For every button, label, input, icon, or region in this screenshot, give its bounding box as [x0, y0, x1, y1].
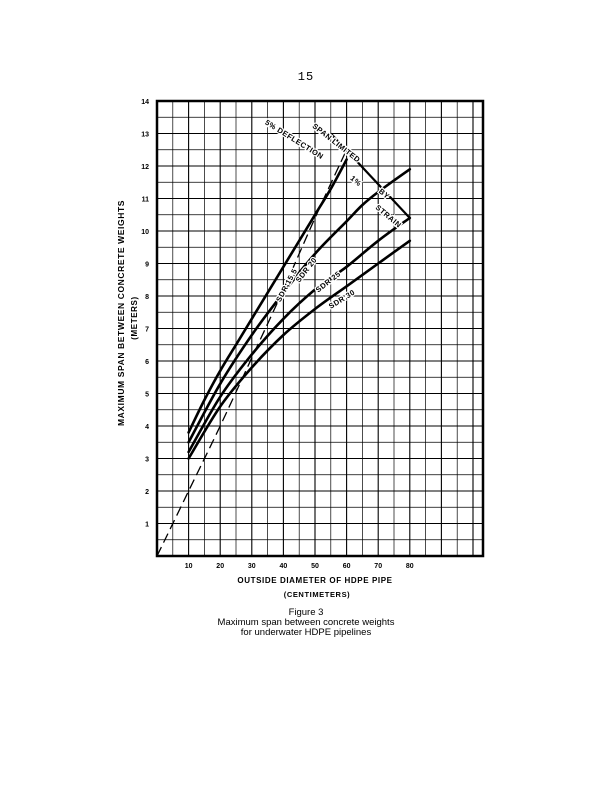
y-axis-label: MAXIMUM SPAN BETWEEN CONCRETE WEIGHTS: [116, 200, 126, 426]
figure-caption-line-1: Maximum span between concrete weights: [217, 617, 395, 628]
annotation-strain-label-3: 1%: [348, 174, 363, 189]
series-label-1: SDR 15.5: [274, 267, 299, 303]
chart-series: [187, 158, 412, 460]
series-label-3: SDR 25: [314, 269, 343, 294]
series-line-4: [187, 239, 412, 460]
series-line-3: [187, 216, 412, 454]
y-axis-units: (METERS): [130, 296, 139, 339]
x-tick-label: 30: [248, 563, 256, 570]
x-tick-label: 40: [280, 563, 288, 570]
plot-frame: [155, 99, 485, 558]
y-tick-label: 13: [141, 132, 149, 139]
y-tick-label: 9: [145, 262, 149, 269]
y-tick-label: 3: [145, 457, 149, 464]
figure-label: Figure 3: [288, 607, 324, 618]
x-tick-labels: 10 20 30 40 50 60 70 80: [185, 563, 414, 570]
y-tick-label: 10: [141, 229, 149, 236]
y-tick-label: 6: [145, 359, 149, 366]
chart-grid: [157, 101, 483, 556]
x-axis-label: OUTSIDE DIAMETER OF HDPE PIPE: [237, 576, 392, 585]
x-tick-label: 20: [216, 563, 224, 570]
y-tick-label: 5: [145, 392, 149, 399]
limit-line-1: [156, 149, 348, 557]
limit-line-2: [329, 132, 411, 219]
x-tick-label: 70: [374, 563, 382, 570]
x-axis-units: (CENTIMETERS): [284, 590, 351, 599]
y-tick-label: 2: [145, 489, 149, 496]
x-tick-label: 80: [406, 563, 414, 570]
y-tick-label: 4: [145, 424, 149, 431]
y-tick-label: 8: [145, 294, 149, 301]
x-tick-label: 60: [343, 563, 351, 570]
figure-caption-line-2: for underwater HDPE pipelines: [240, 627, 372, 638]
y-tick-label: 7: [145, 327, 149, 334]
series-line-1: [187, 158, 348, 434]
y-tick-label: 14: [141, 99, 149, 106]
y-tick-label: 1: [145, 522, 149, 529]
series-line-2: [187, 168, 412, 444]
limit-lines: [156, 132, 411, 557]
x-tick-label: 50: [311, 563, 319, 570]
y-tick-label: 11: [142, 197, 150, 204]
x-tick-label: 10: [185, 563, 193, 570]
y-tick-label: 12: [141, 164, 149, 171]
page-number: 15: [297, 70, 315, 84]
